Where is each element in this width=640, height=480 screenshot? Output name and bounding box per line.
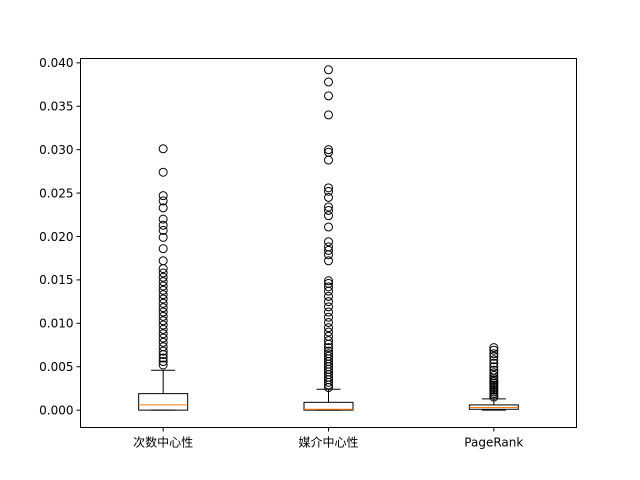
outlier-point xyxy=(324,297,333,307)
outlier-point xyxy=(489,349,499,359)
outlier-point xyxy=(324,242,333,252)
outlier-point xyxy=(324,237,333,247)
outlier-point xyxy=(324,302,333,312)
outlier-point xyxy=(158,281,168,291)
x-tick-label: 次数中心性 xyxy=(133,435,193,450)
outlier-point xyxy=(489,351,499,361)
outlier-point xyxy=(489,362,499,372)
plot-area xyxy=(138,65,519,411)
outlier-point xyxy=(158,298,168,308)
outlier-point xyxy=(324,256,333,266)
outlier-point xyxy=(324,147,333,157)
outlier-point xyxy=(324,343,333,353)
outlier-point xyxy=(158,342,168,352)
outlier-point xyxy=(489,355,499,365)
outlier-point xyxy=(489,368,499,378)
outlier-point xyxy=(324,346,333,356)
y-tick-label: 0.035 xyxy=(39,100,73,114)
outlier-point xyxy=(158,294,168,304)
outlier-point xyxy=(324,317,333,327)
outlier-point xyxy=(324,222,333,232)
outlier-point xyxy=(158,244,168,254)
outlier-point xyxy=(324,145,333,155)
y-tick-label: 0.015 xyxy=(39,273,73,287)
x-tick-label: PageRank xyxy=(464,436,523,450)
outlier-point xyxy=(158,346,168,356)
y-tick-label: 0.010 xyxy=(39,317,73,331)
outlier-point xyxy=(158,290,168,300)
outlier-point xyxy=(158,307,168,317)
outlier-point xyxy=(158,357,168,367)
outlier-point xyxy=(158,225,168,235)
outlier-point xyxy=(158,329,168,339)
outlier-point xyxy=(324,202,333,212)
outlier-point xyxy=(324,183,333,193)
outlier-point xyxy=(489,358,499,368)
outlier-point xyxy=(324,276,333,286)
y-tick-label: 0.025 xyxy=(39,186,73,200)
y-tick-label: 0.000 xyxy=(39,403,73,417)
outlier-point xyxy=(324,245,333,255)
box-group xyxy=(138,144,189,411)
box-group xyxy=(468,343,519,411)
outlier-point xyxy=(158,214,168,224)
outlier-point xyxy=(158,324,168,334)
outlier-point xyxy=(158,144,168,154)
outlier-point xyxy=(489,370,499,380)
outlier-point xyxy=(324,291,333,301)
outlier-point xyxy=(324,65,333,75)
outlier-point xyxy=(324,186,333,196)
outlier-point xyxy=(158,353,168,363)
outlier-point xyxy=(489,345,499,355)
outlier-point xyxy=(324,211,333,221)
outlier-point xyxy=(158,196,168,206)
outlier-point xyxy=(324,323,333,333)
outlier-point xyxy=(158,232,168,242)
outlier-point xyxy=(158,272,168,282)
y-tick-label: 0.040 xyxy=(39,56,73,70)
outlier-point xyxy=(158,303,168,313)
outlier-point xyxy=(324,331,333,341)
outlier-point xyxy=(324,307,333,317)
outlier-point xyxy=(324,282,333,292)
y-axis: 0.000 0.005 0.010 0.015 0.020 0.025 0.030 0.035… xyxy=(39,56,81,417)
outlier-point xyxy=(158,316,168,326)
box-group xyxy=(303,65,354,411)
outlier-point xyxy=(158,285,168,295)
outlier-point xyxy=(158,203,168,213)
outlier-point xyxy=(324,278,333,288)
y-tick-label: 0.005 xyxy=(39,360,73,374)
outlier-point xyxy=(324,192,333,202)
outlier-point xyxy=(489,343,499,353)
outlier-point xyxy=(158,268,168,278)
outlier-point xyxy=(158,320,168,330)
outlier-point xyxy=(158,311,168,321)
outlier-point xyxy=(158,167,168,177)
outlier-point xyxy=(324,91,333,101)
outlier-point xyxy=(158,277,168,287)
outlier-point xyxy=(324,351,333,361)
outlier-point xyxy=(324,336,333,346)
y-tick-label: 0.020 xyxy=(39,230,73,244)
outlier-point xyxy=(158,220,168,230)
outlier-point xyxy=(324,349,333,359)
outlier-point xyxy=(324,155,333,165)
outlier-point xyxy=(158,256,168,266)
outlier-point xyxy=(158,333,168,343)
outlier-point xyxy=(158,360,168,370)
outlier-point xyxy=(324,327,333,337)
outlier-point xyxy=(489,365,499,375)
outlier-point xyxy=(324,312,333,322)
y-tick-label: 0.030 xyxy=(39,143,73,157)
x-tick-label: 媒介中心性 xyxy=(298,435,358,450)
outlier-point xyxy=(324,205,333,215)
box xyxy=(303,401,354,411)
outlier-point xyxy=(324,110,333,120)
outlier-point xyxy=(158,191,168,201)
outlier-point xyxy=(158,337,168,347)
x-axis: 次数中心性 媒介中心性 PageRank xyxy=(133,427,523,450)
box xyxy=(138,393,189,411)
outlier-point xyxy=(324,77,333,87)
